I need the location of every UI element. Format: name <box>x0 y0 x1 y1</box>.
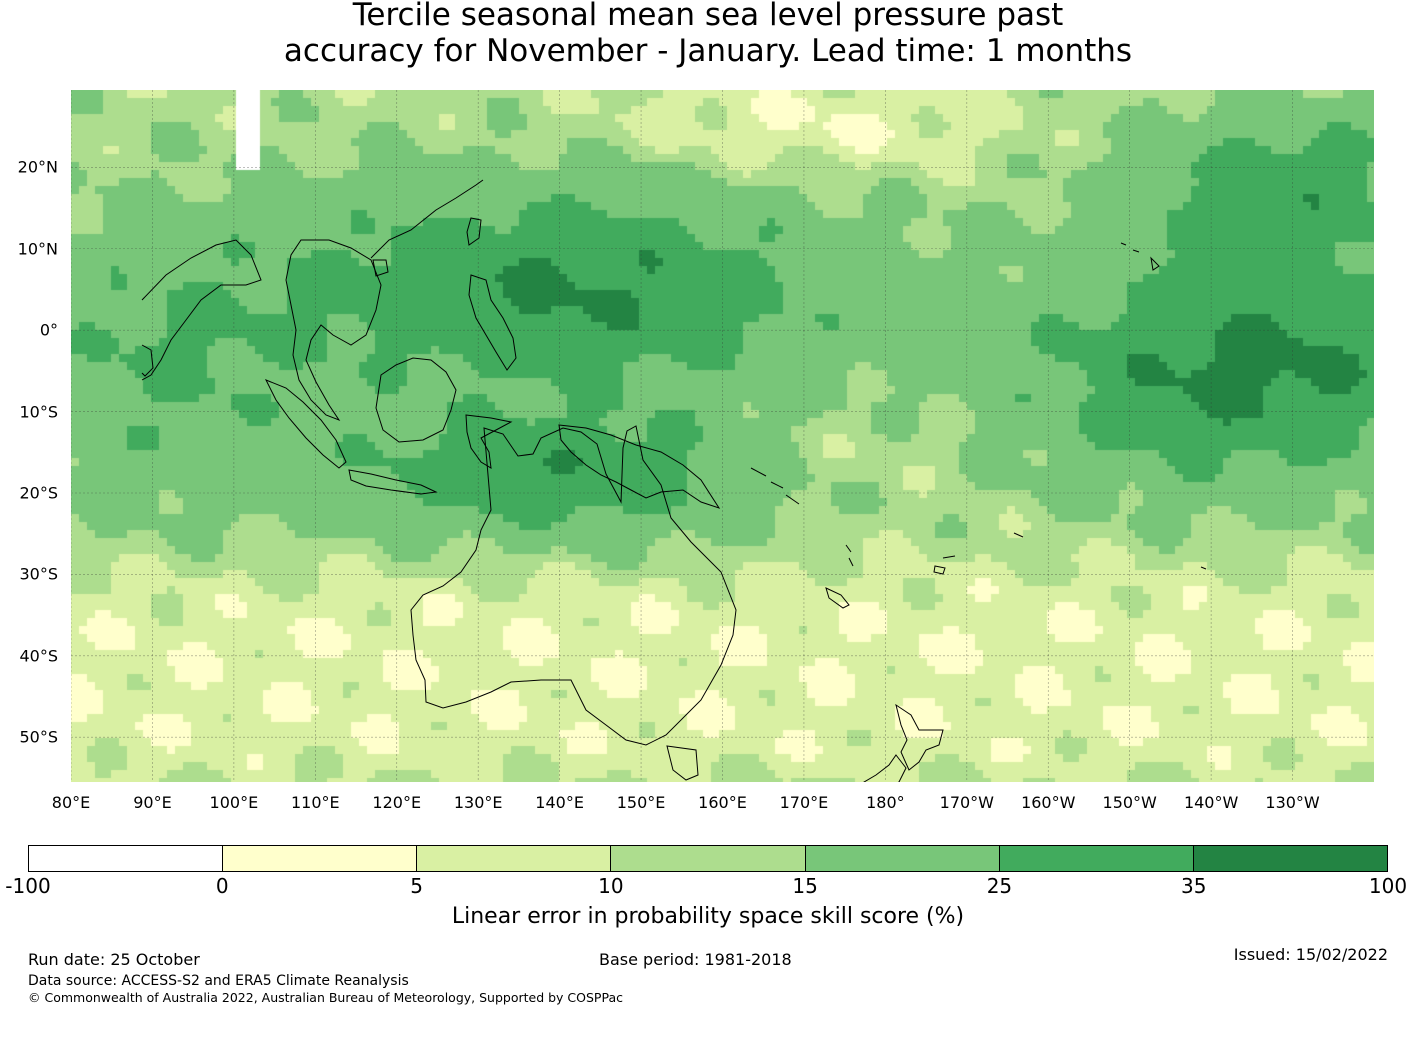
copyright: © Commonwealth of Australia 2022, Austra… <box>28 990 623 1005</box>
coastline-cook-islands <box>1200 566 1207 570</box>
colorbar-segment <box>999 846 1194 871</box>
longitude-label: 100°E <box>209 793 259 812</box>
longitude-label: 140°E <box>535 793 584 812</box>
longitude-label: 160°E <box>698 793 747 812</box>
colorbar-tick-label: 35 <box>1180 874 1207 898</box>
data-source: Data source: ACCESS-S2 and ERA5 Climate … <box>28 973 409 989</box>
latitude-label: 10°S <box>19 402 58 422</box>
latitude-label: 50°S <box>19 727 58 747</box>
latitude-label: 20°S <box>19 483 58 503</box>
coastline-new-guinea <box>558 424 721 509</box>
coastline-southeast-asia <box>285 239 382 422</box>
coastline-sri-lanka <box>141 344 154 377</box>
coastline-tasmania <box>666 745 699 781</box>
colorbar-tick-label: 5 <box>410 874 423 898</box>
coastline-taiwan <box>466 217 482 246</box>
colorbar-segment <box>805 846 1000 871</box>
latitude-label: 40°S <box>19 646 58 666</box>
longitude-label: 110°E <box>290 793 340 812</box>
coastline-philippines <box>468 274 517 371</box>
coastlines <box>141 179 1207 782</box>
latitude-label: 20°N <box>17 157 58 177</box>
longitude-label: 130°E <box>453 793 503 812</box>
coastline-new-caledonia <box>825 587 850 609</box>
colorbar-segment <box>611 846 806 871</box>
colorbar-segment <box>1193 846 1387 871</box>
longitude-label: 150°W <box>1102 793 1157 812</box>
graticule <box>71 90 1374 782</box>
longitude-label: 160°W <box>1021 793 1076 812</box>
longitude-label: 130°W <box>1265 793 1320 812</box>
colorbar-tick-label: -100 <box>5 874 51 898</box>
latitude-label: 10°N <box>17 239 58 259</box>
latitude-label: 0° <box>39 320 58 340</box>
longitude-label: 140°W <box>1183 793 1239 812</box>
colorbar-tick-label: 100 <box>1368 874 1408 898</box>
title-line-1: Tercile seasonal mean sea level pressure… <box>352 0 1064 33</box>
coastline-borneo <box>375 357 457 443</box>
colorbar-tick-label: 15 <box>792 874 818 898</box>
coastline-java <box>348 469 438 495</box>
longitude-label: 170°W <box>939 793 994 812</box>
longitude-label: 80°E <box>51 793 91 812</box>
longitude-label: 90°E <box>133 793 172 812</box>
colorbar-tick-label: 0 <box>215 874 229 898</box>
colorbar-segment <box>417 846 612 871</box>
colorbar-label: Linear error in probability space skill … <box>451 904 965 929</box>
skill-score-map <box>71 90 1374 782</box>
coastline-sulawesi <box>465 414 513 469</box>
base-period: Base period: 1981-2018 <box>599 950 792 969</box>
coastline-solomon-islands <box>750 467 800 505</box>
coastline-australia <box>410 425 737 746</box>
coastline-nz-south <box>863 754 907 782</box>
colorbar-tick-label: 10 <box>598 874 624 898</box>
run-date: Run date: 25 October <box>28 950 200 969</box>
colorbar-segment <box>223 846 418 871</box>
coastline-india <box>141 239 262 381</box>
coastline-tonga <box>1013 532 1024 538</box>
latitude-label: 30°S <box>19 564 58 584</box>
map-overlay <box>71 90 1374 782</box>
coastline-china <box>370 179 484 259</box>
coastline-hawaii <box>1120 242 1160 271</box>
longitude-label: 170°E <box>779 793 829 812</box>
title-line-2: accuracy for November - January. Lead ti… <box>283 33 1133 69</box>
colorbar <box>28 845 1388 872</box>
coastline-sumatra <box>264 379 347 469</box>
coastline-fiji <box>933 555 956 575</box>
longitude-label: 120°E <box>372 793 422 812</box>
longitude-label: 180° <box>866 793 905 812</box>
coastline-vanuatu <box>845 544 854 567</box>
colorbar-segment <box>29 846 224 871</box>
coastline-hainan <box>372 259 389 277</box>
coastline-nz-north <box>895 703 944 771</box>
colorbar-tick-label: 25 <box>986 874 1013 898</box>
longitude-label: 150°E <box>616 793 666 812</box>
issued-date: Issued: 15/02/2022 <box>1233 945 1388 964</box>
